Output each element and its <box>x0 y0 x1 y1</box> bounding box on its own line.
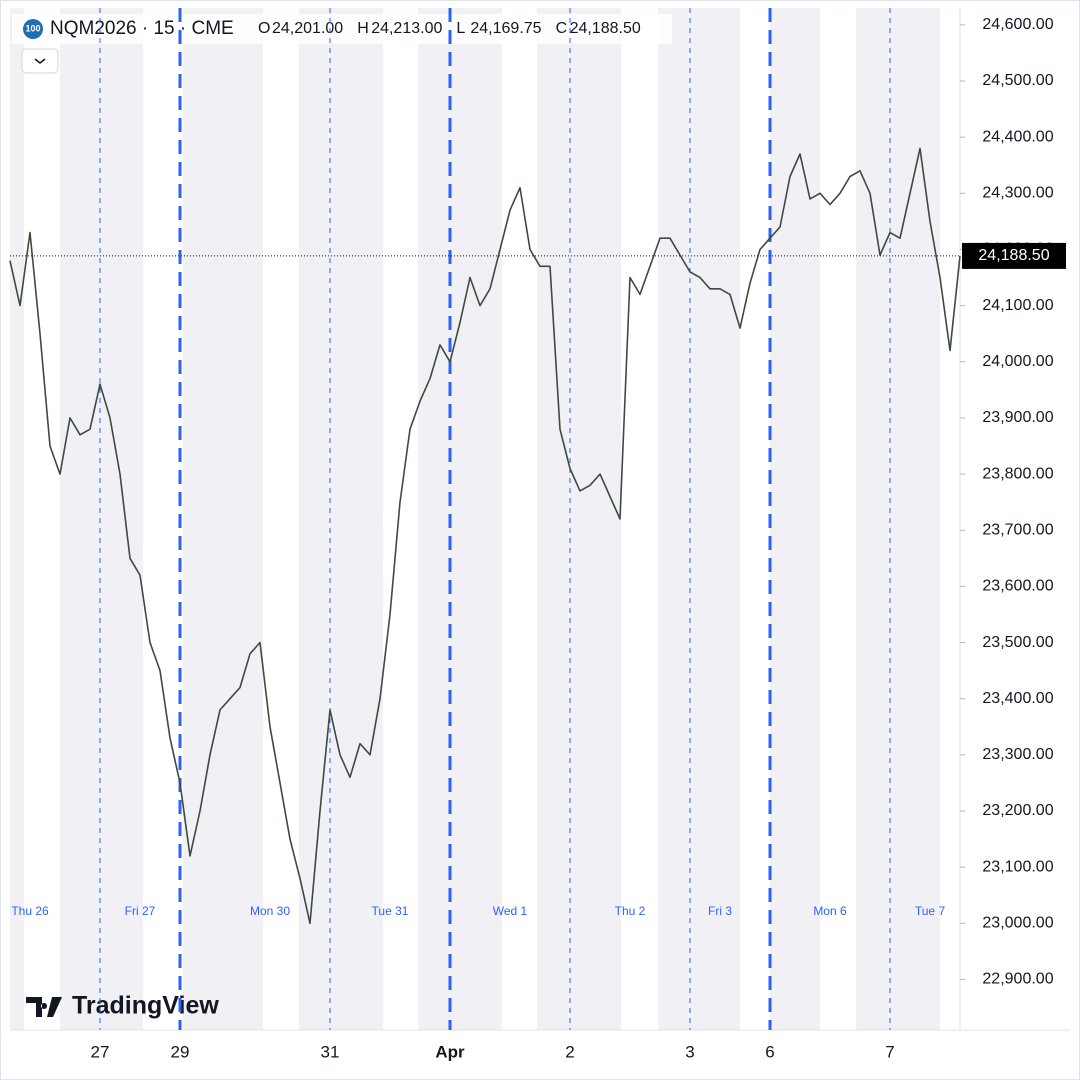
y-tick-label: 24,100.00 <box>982 297 1053 314</box>
band <box>537 8 621 1030</box>
ohlc: O 24,201.00 H 24,213.00 L 24,169.75 C 24,188.50 <box>258 20 641 37</box>
y-tick-label: 23,200.00 <box>982 802 1053 819</box>
y-tick-label: 22,900.00 <box>982 971 1053 988</box>
session-label: Fri 27 <box>125 904 156 918</box>
y-tick-label: 23,000.00 <box>982 915 1053 932</box>
last-price-box <box>962 242 1066 269</box>
x-tick-label: 2 <box>565 1042 574 1061</box>
x-tick-label: 29 <box>171 1042 190 1061</box>
chevron <box>34 58 46 64</box>
band <box>856 8 940 1030</box>
ohlc-key: O <box>258 20 270 37</box>
y-tick-label: 24,600.00 <box>982 16 1053 33</box>
ohlc-key: L <box>456 20 465 37</box>
session-label: Thu 2 <box>615 904 646 918</box>
x-tick-label: 7 <box>885 1042 894 1061</box>
session-label: Wed 1 <box>493 904 528 918</box>
band <box>60 8 143 1030</box>
price-line <box>9 147 961 925</box>
last-price-label: 24,188.50 <box>978 247 1049 264</box>
watermark: TradingView <box>26 992 219 1020</box>
band <box>299 8 383 1030</box>
y-tick-label: 23,900.00 <box>982 409 1053 426</box>
x-tick-label: 6 <box>765 1042 774 1061</box>
ohlc-key: C <box>556 20 568 37</box>
session-label: Tue 31 <box>372 904 409 918</box>
session-label: Tue 7 <box>915 904 946 918</box>
x-tick-label: Apr <box>435 1042 465 1061</box>
watermark-text: TradingView <box>72 992 219 1020</box>
session-label: Thu 26 <box>11 904 49 918</box>
y-tick-label: 24,000.00 <box>982 353 1053 370</box>
y-tick-label: 23,100.00 <box>982 858 1053 875</box>
badge-text: 100 <box>25 23 40 33</box>
ohlc-key: H <box>357 20 369 37</box>
ohlc-value: 24,213.00 <box>371 20 442 37</box>
ohlc-value: 24,188.50 <box>570 20 641 37</box>
band <box>183 8 263 1030</box>
ohlc-value: 24,169.75 <box>470 20 541 37</box>
y-tick-label: 24,500.00 <box>982 72 1053 89</box>
collapse-button[interactable] <box>21 48 59 74</box>
y-tick-label: 23,500.00 <box>982 634 1053 651</box>
band <box>770 8 820 1030</box>
symbol: NQM2026 · 15 · CME <box>50 18 234 39</box>
x-tick-label: 3 <box>685 1042 694 1061</box>
y-tick-label: 23,700.00 <box>982 521 1053 538</box>
session-label: Fri 3 <box>708 904 732 918</box>
y-tick-label: 24,400.00 <box>982 128 1053 145</box>
session-label: Mon 30 <box>250 904 290 918</box>
y-tick-label: 24,300.00 <box>982 185 1053 202</box>
band <box>418 8 502 1030</box>
session-label: Mon 6 <box>813 904 847 918</box>
ohlc-value: 24,201.00 <box>272 20 343 37</box>
x-tick-label: 27 <box>91 1042 110 1061</box>
y-tick-label: 23,300.00 <box>982 746 1053 763</box>
x-tick-label: 31 <box>321 1042 340 1061</box>
logo <box>26 997 62 1017</box>
y-tick-label: 23,400.00 <box>982 690 1053 707</box>
session-bands <box>10 8 940 1030</box>
badge <box>23 19 43 39</box>
legend: 100 NQM2026 · 15 · CME O 24,201.00 H 24,213… <box>12 14 672 74</box>
y-tick-label: 23,600.00 <box>982 578 1053 595</box>
band <box>10 8 24 1030</box>
legend-bg <box>12 14 672 44</box>
band <box>658 8 740 1030</box>
y-tick-label: 23,800.00 <box>982 465 1053 482</box>
